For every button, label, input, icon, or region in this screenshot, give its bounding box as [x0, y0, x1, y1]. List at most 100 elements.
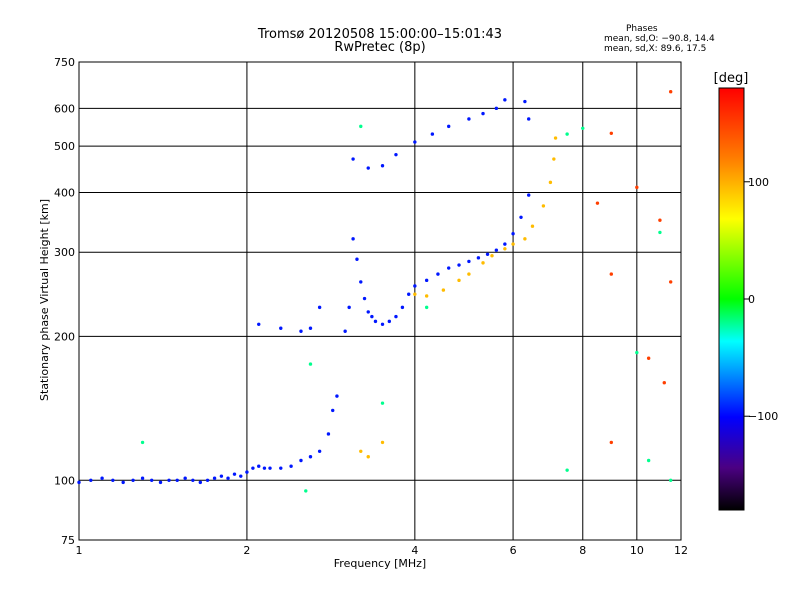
colorbar-label: [deg]: [714, 71, 749, 86]
data-point: [279, 466, 283, 470]
y-tick-label: 500: [54, 140, 75, 153]
data-point: [245, 470, 249, 474]
data-point: [494, 106, 499, 111]
phases-x-stats: mean, sd,X: 89.6, 17.5: [604, 44, 707, 54]
x-tick-label: 8: [579, 544, 586, 557]
y-tick-label: 100: [54, 474, 75, 487]
data-point: [359, 280, 363, 284]
x-tick-label: 1: [76, 544, 83, 557]
data-point: [380, 322, 385, 326]
data-point: [366, 166, 370, 170]
data-point: [268, 466, 272, 470]
data-point: [359, 124, 363, 129]
data-point: [646, 458, 651, 463]
data-point: [552, 157, 556, 161]
data-point: [565, 468, 569, 472]
y-axis-label: Stationary phase Virtual Height [km]: [38, 199, 51, 401]
data-point: [481, 111, 485, 116]
data-point: [413, 284, 417, 288]
phases-title: Phases: [626, 24, 658, 34]
y-tick-label: 200: [54, 330, 75, 343]
data-point: [503, 98, 507, 102]
grid-lines: [78, 61, 682, 541]
data-point: [467, 272, 471, 276]
data-point: [457, 278, 461, 283]
data-point: [212, 476, 217, 480]
data-point: [523, 237, 527, 241]
data-point: [424, 305, 429, 310]
data-point: [609, 131, 614, 135]
x-tick-label: 10: [630, 544, 644, 557]
colorbar-tick-label: 0: [748, 293, 755, 306]
data-point: [485, 252, 490, 257]
data-point: [430, 132, 435, 136]
data-point: [167, 478, 171, 482]
y-tick-label: 75: [61, 534, 75, 547]
data-point: [205, 478, 210, 482]
data-point: [424, 294, 429, 298]
data-point: [548, 180, 553, 185]
data-point: [289, 464, 293, 468]
data-point: [595, 201, 600, 205]
data-point: [150, 478, 154, 482]
data-point: [380, 440, 385, 445]
data-point: [527, 117, 531, 121]
data-point: [366, 455, 370, 459]
y-tick-label: 750: [54, 56, 75, 69]
data-point: [635, 350, 639, 355]
data-point: [308, 326, 313, 330]
data-point: [646, 356, 651, 360]
data-point: [347, 305, 351, 310]
data-point: [308, 362, 313, 366]
data-point: [527, 193, 531, 197]
data-point: [355, 257, 359, 261]
data-point: [635, 185, 639, 190]
data-point: [394, 314, 398, 319]
data-point: [668, 478, 673, 482]
data-point: [413, 140, 417, 144]
colorbar-ticks: 100 0 −100: [744, 176, 778, 423]
data-point: [668, 90, 673, 94]
data-point: [257, 464, 261, 468]
data-point: [331, 408, 335, 413]
data-point: [257, 322, 261, 326]
data-point: [326, 432, 331, 436]
data-point: [175, 478, 179, 482]
data-point: [111, 478, 115, 482]
data-point: [380, 401, 385, 405]
data-point: [494, 248, 499, 252]
data-point: [335, 394, 339, 398]
x-tick-label: 6: [510, 544, 517, 557]
data-point: [662, 381, 666, 385]
data-point: [299, 329, 303, 333]
data-point: [503, 242, 507, 246]
phases-o-stats: mean, sd,O: −90.8, 14.4: [604, 34, 715, 44]
data-point: [140, 440, 145, 445]
chart-title: Tromsø 20120508 15:00:00–15:01:43: [257, 27, 503, 42]
data-point: [609, 440, 614, 445]
data-point: [359, 449, 363, 453]
y-tick-label: 400: [54, 186, 75, 199]
data-point: [351, 237, 355, 241]
data-point: [239, 474, 243, 478]
data-point: [366, 310, 370, 314]
data-point: [609, 272, 614, 276]
data-point: [232, 472, 237, 476]
data-point: [658, 230, 662, 235]
data-point: [530, 224, 535, 228]
data-point: [140, 476, 145, 480]
data-point: [511, 242, 515, 246]
data-point: [262, 466, 267, 470]
data-point: [467, 259, 471, 264]
colorbar-tick-label: −100: [748, 410, 778, 423]
data-point: [503, 247, 507, 251]
data-point: [198, 480, 203, 485]
data-point: [447, 124, 451, 129]
data-point: [436, 272, 440, 276]
data-point: [407, 292, 411, 296]
data-point: [279, 326, 283, 330]
data-point: [424, 278, 429, 283]
data-point: [219, 474, 224, 478]
